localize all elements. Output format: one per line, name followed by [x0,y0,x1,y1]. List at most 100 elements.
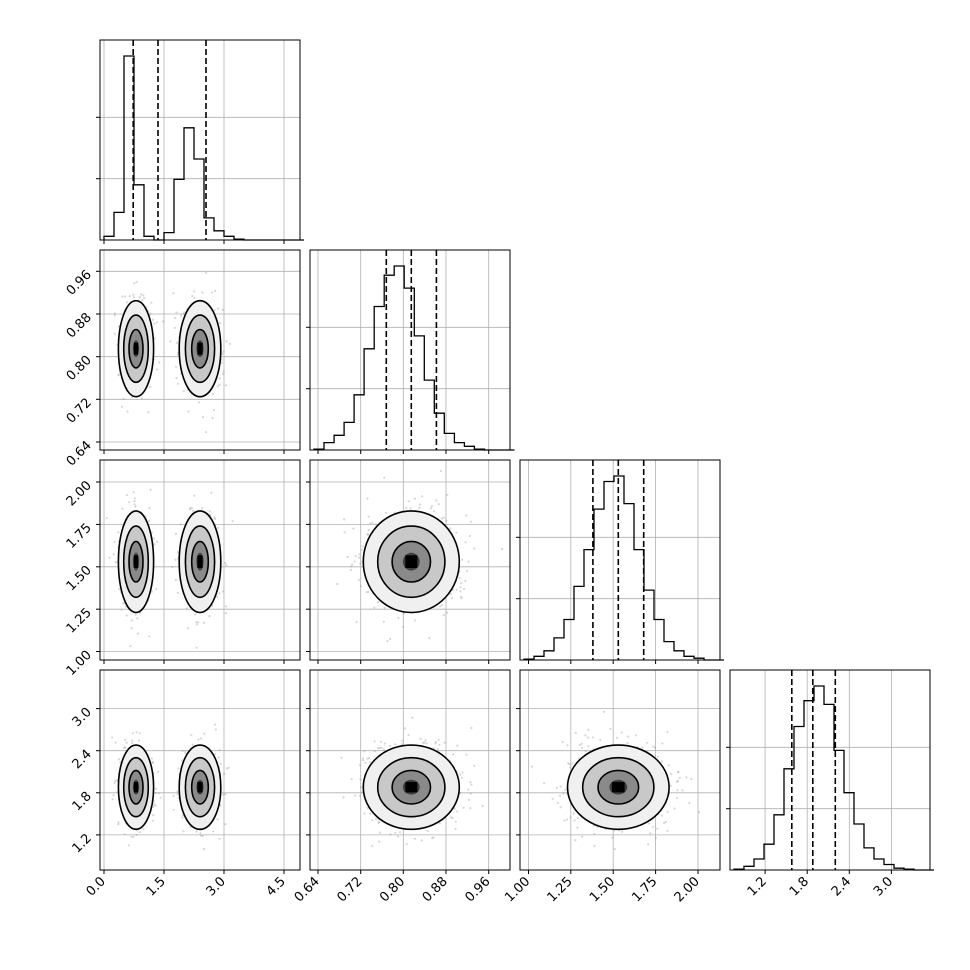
scatter-point [424,739,427,742]
scatter-point [175,311,178,314]
panel-3-2: 1.00 1.25 1.50 1.75 2.00 [502,669,721,905]
scatter-point [201,416,204,419]
scatter-point [688,801,691,805]
x-tick-label: 2.4 [829,874,854,899]
scatter-point [376,601,380,604]
scatter-point [153,322,156,325]
scatter-point [363,750,366,753]
scatter-point [366,533,370,536]
scatter-point [465,753,468,756]
scatter-point [580,742,583,745]
scatter-point [214,728,217,731]
contour-2 [128,328,144,369]
scatter-point [225,605,228,608]
scatter-point [149,385,152,388]
scatter-point [211,393,214,396]
scatter-point [193,290,196,293]
y-tick-label: 1.2 [70,831,95,856]
scatter-point [151,819,154,822]
scatter-point [377,821,380,825]
scatter-point [133,282,136,285]
scatter-point [151,761,154,765]
scatter-point [464,541,467,544]
x-tick-label: 1.25 [545,874,576,905]
scatter-point [667,764,670,767]
contour-1 [122,314,150,384]
scatter-point [149,312,152,315]
scatter-point [156,368,159,371]
scatter-point [409,507,412,510]
scatter-point [125,614,128,617]
scatter-point [397,617,400,620]
scatter-point [445,519,448,522]
scatter-point [587,728,590,732]
scatter-point [555,786,558,790]
scatter-point [219,762,222,765]
scatter-point [364,761,367,765]
scatter-point [369,812,372,816]
x-tick-label: 1.5 [144,874,169,899]
scatter-point [130,619,133,622]
scatter-point [128,295,131,298]
scatter-point [132,491,135,494]
scatter-point [469,807,472,810]
scatter-point [361,759,365,762]
scatter-point [358,794,362,798]
scatter-point [218,377,221,380]
scatter-point [403,727,407,730]
y-tick-label: 2.4 [70,747,95,772]
scatter-point [187,627,190,630]
scatter-point [138,296,141,299]
contour-2 [391,540,432,583]
y-tick-label: 0.96 [64,268,95,299]
contour-1 [376,756,446,818]
scatter-point [423,741,426,744]
scatter-point [157,792,161,795]
scatter-point [195,646,198,649]
scatter-point [432,836,435,839]
scatter-point [213,517,217,521]
scatter-point [216,818,219,821]
scatter-point [191,743,194,746]
scatter-point [446,611,449,614]
scatter-point [120,608,123,611]
scatter-point [135,833,138,836]
scatter-point [213,309,216,312]
scatter-point [175,376,178,380]
scatter-point [181,759,184,762]
scatter-point [460,582,463,585]
scatter-point [681,789,684,792]
scatter-point [354,555,357,558]
scatter-point [147,519,151,523]
scatter-point [153,543,156,546]
scatter-point [157,770,160,774]
panel-2-2 [516,459,724,664]
scatter-point [411,716,414,719]
scatter-point [188,508,192,511]
scatter-point [113,312,116,315]
scatter-point [150,590,153,593]
x-tick-label: 0.88 [420,874,451,905]
panel-frame [99,669,301,871]
scatter-point [462,806,465,809]
scatter-point [369,761,372,764]
scatter-point [464,579,467,583]
scatter-point [569,766,572,769]
panel-frame [99,39,301,241]
scatter-point [418,506,421,510]
scatter-point [358,556,361,559]
scatter-point [210,491,213,494]
y-tick-label: 2.00 [64,478,95,509]
panel-frame [99,459,301,661]
panel-frame [519,459,721,661]
scatter-point [135,281,138,284]
scatter-point [350,778,353,781]
scatter-point [132,296,135,299]
scatter-point [197,621,200,624]
scatter-point [182,390,185,393]
scatter-point [481,804,484,807]
scatter-point [140,293,143,296]
scatter-point [218,321,222,325]
panel-frame [729,669,931,871]
scatter-point [436,747,439,751]
